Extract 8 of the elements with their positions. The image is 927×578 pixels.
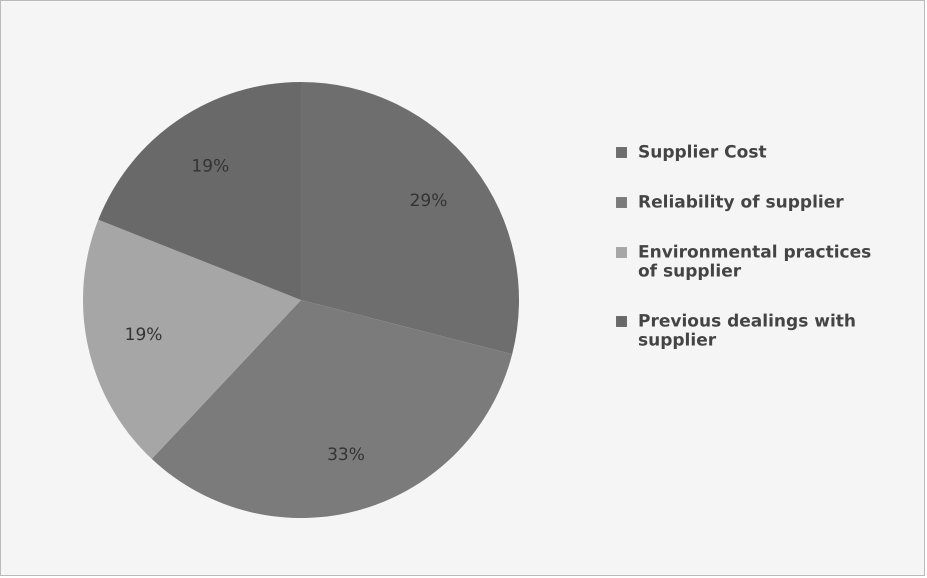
data-label: 33% [327,444,365,465]
pie-slice [83,220,301,459]
legend-label: Reliability of supplier [638,192,844,212]
legend-label: Previous dealings with supplier [638,312,856,350]
legend-label: Supplier Cost [638,142,767,162]
data-label: 29% [410,191,448,212]
data-label: 19% [124,325,162,346]
legend-label: Environmental practices of supplier [638,242,872,282]
